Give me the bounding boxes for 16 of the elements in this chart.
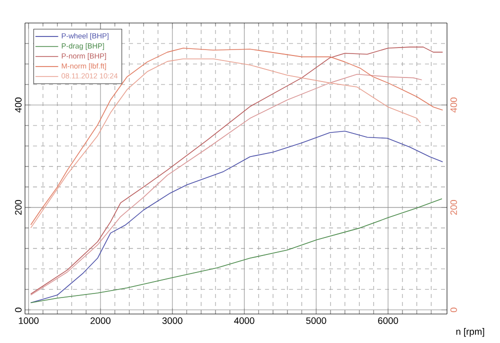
y-tick-label: 400 xyxy=(15,98,22,113)
x-axis-title: n [rpm] xyxy=(456,328,484,337)
line-series xyxy=(30,198,442,304)
x-tick-label: 4000 xyxy=(234,317,254,324)
x-tick-label: 5000 xyxy=(306,317,326,324)
line-series xyxy=(30,130,444,304)
x-tick-label: 2000 xyxy=(90,317,111,324)
y2-tick-label: 200 xyxy=(450,200,457,215)
y2-tick-label: 400 xyxy=(450,98,457,113)
line-series xyxy=(30,74,422,296)
x-tick-label: 6000 xyxy=(378,317,398,324)
y2-tick-label: 0 xyxy=(450,308,457,312)
y-tick-label: 0 xyxy=(15,308,22,312)
x-tick-label: 1000 xyxy=(18,317,39,324)
x-tick-label: 3000 xyxy=(162,317,182,324)
y-tick-label: 200 xyxy=(15,200,22,215)
